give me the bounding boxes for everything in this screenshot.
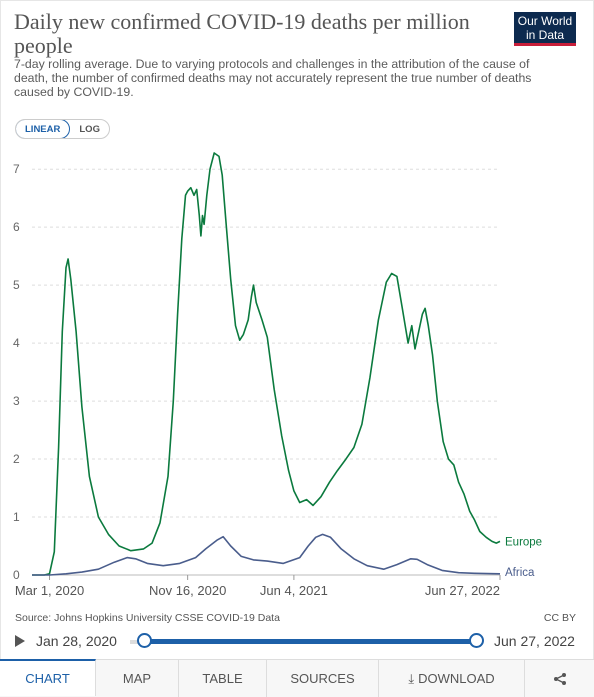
timeline-start-label: Jan 28, 2020 <box>36 633 117 649</box>
legend-label-europe: Europe <box>505 536 542 548</box>
share-button[interactable] <box>525 660 594 697</box>
y-tick-label: 1 <box>13 510 20 524</box>
logo-line2: in Data <box>525 28 565 42</box>
x-tick-label: Nov 16, 2020 <box>149 583 226 598</box>
tab-chart[interactable]: CHART <box>0 659 96 696</box>
play-icon[interactable] <box>15 635 25 647</box>
download-icon: ⤓ <box>408 670 415 686</box>
timeline-end-label: Jun 27, 2022 <box>494 633 575 649</box>
timeline-selected-range <box>145 639 477 644</box>
timeline-start-handle[interactable] <box>137 633 152 648</box>
series-line-africa <box>32 533 501 576</box>
scale-toggle: LINEAR LOG <box>15 119 110 139</box>
legend-label-africa: Africa <box>505 567 535 579</box>
y-tick-label: 5 <box>13 278 20 292</box>
owid-logo[interactable]: Our World in Data <box>514 12 576 46</box>
series-line-europe <box>32 152 501 576</box>
y-tick-label: 4 <box>13 336 20 350</box>
y-tick-label: 0 <box>13 568 20 582</box>
tab-sources[interactable]: SOURCES <box>267 660 379 697</box>
timeline-end-handle[interactable] <box>469 633 484 648</box>
timeline: Jan 28, 2020 Jun 27, 2022 <box>0 628 594 656</box>
license-link[interactable]: CC BY <box>543 612 576 624</box>
y-tick-label: 3 <box>13 394 20 408</box>
share-icon <box>553 672 566 685</box>
y-tick-label: 6 <box>13 220 20 234</box>
tab-map[interactable]: MAP <box>96 660 179 697</box>
y-tick-label: 7 <box>13 162 20 176</box>
tab-download[interactable]: ⤓ DOWNLOAD <box>379 660 525 697</box>
x-tick-label: Mar 1, 2020 <box>15 583 84 598</box>
chart-title: Daily new confirmed COVID-19 deaths per … <box>14 9 470 58</box>
linear-scale-button[interactable]: LINEAR <box>15 120 71 138</box>
chart-subtitle: 7-day rolling average. Due to varying pr… <box>14 57 532 99</box>
y-tick-label: 2 <box>13 452 20 466</box>
tab-table[interactable]: TABLE <box>179 660 267 697</box>
logo-line1: Our World <box>517 14 573 28</box>
x-tick-label: Jun 27, 2022 <box>425 583 500 598</box>
source-note[interactable]: Source: Johns Hopkins University CSSE CO… <box>15 612 280 624</box>
tab-download-label: DOWNLOAD <box>418 671 495 686</box>
tab-bar: CHART MAP TABLE SOURCES ⤓ DOWNLOAD <box>0 659 594 697</box>
log-scale-button[interactable]: LOG <box>79 124 100 135</box>
x-tick-label: Jun 4, 2021 <box>260 583 328 598</box>
line-chart: 0 1 2 3 4 5 6 7 Mar 1, 2020 Nov 16, 2020 Jun 4, 20… <box>13 152 542 598</box>
